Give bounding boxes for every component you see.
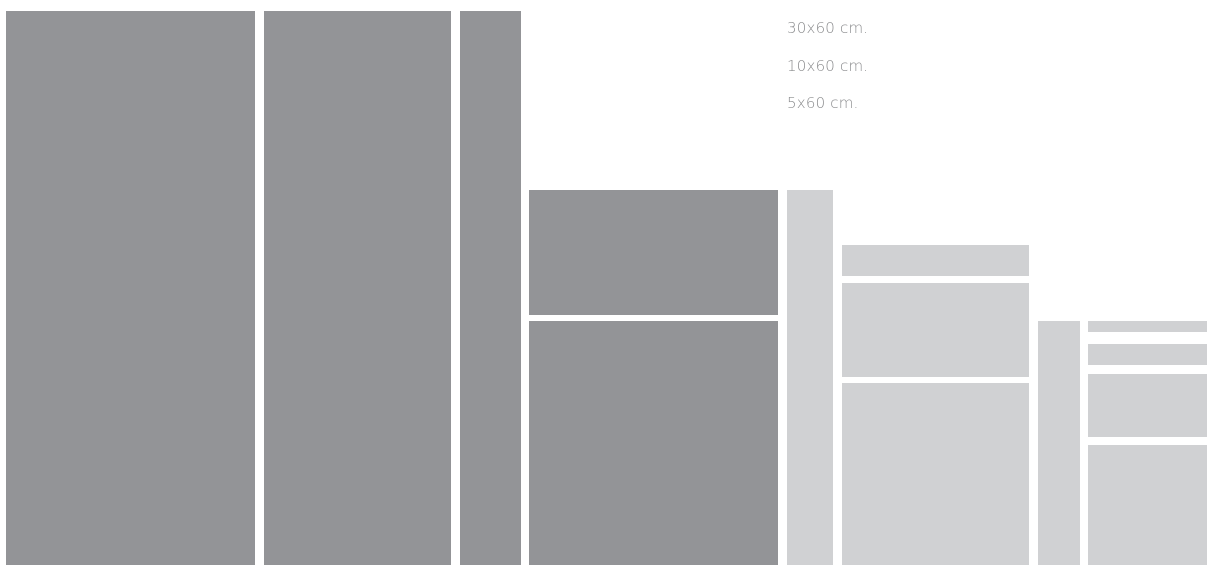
tile-light-1 [787, 190, 833, 565]
tile-light-3 [842, 283, 1029, 377]
tile-dark-5 [529, 321, 778, 565]
tile-light-4 [842, 383, 1029, 565]
tile-light-8 [1088, 374, 1207, 437]
tile-dark-2 [264, 11, 451, 565]
tile-light-7 [1088, 344, 1207, 365]
tile-dark-1 [6, 11, 255, 565]
size-label-30x60: 30x60 cm. [787, 19, 869, 37]
size-label-10x60: 10x60 cm. [787, 57, 869, 75]
tile-dark-3 [460, 11, 521, 565]
tile-light-6 [1088, 321, 1207, 332]
tile-light-2 [842, 245, 1029, 276]
size-label-5x60: 5x60 cm. [787, 94, 859, 112]
tile-light-5 [1038, 321, 1080, 565]
tile-dark-4 [529, 190, 778, 315]
tile-light-9 [1088, 445, 1207, 565]
